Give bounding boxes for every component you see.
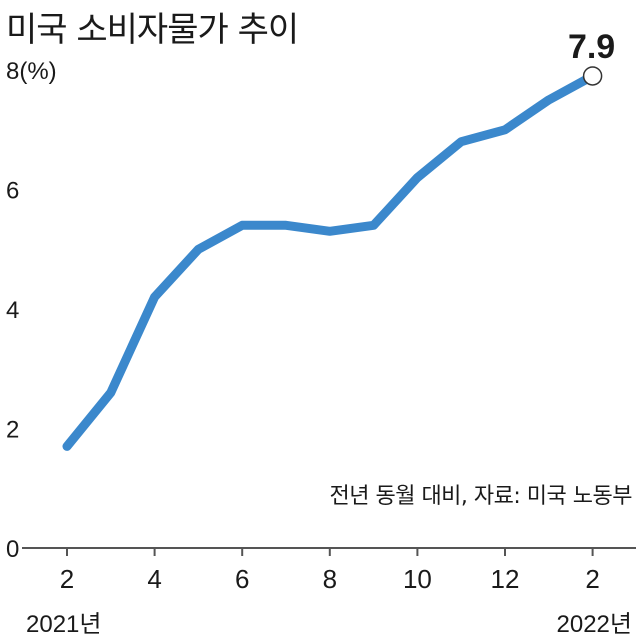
y-tick-label: 8(%) [6,58,57,85]
y-axis-labels: 0 2 4 6 8(%) [6,58,57,563]
year-label-end: 2022년 [557,611,632,638]
end-value-label: 7.9 [568,28,615,66]
series-line [62,71,598,451]
x-tick-label: 12 [491,564,520,594]
y-tick-label: 2 [6,417,19,444]
x-tick-label: 8 [323,564,337,594]
x-tick-label: 2 [585,564,599,594]
source-note: 전년 동월 대비, 자료: 미국 노동부 [329,484,633,509]
y-tick-label: 0 [6,536,19,563]
end-point-marker [582,66,603,86]
x-tick-label: 2 [60,564,74,594]
chart-title: 미국 소비자물가 추이 [6,10,299,50]
y-tick-label: 6 [6,178,19,205]
y-tick-label: 4 [6,297,19,324]
x-tick-label: 6 [235,564,249,594]
x-axis-labels: 2 4 6 8 10 12 2 [60,564,600,594]
year-label-start: 2021년 [26,611,101,638]
x-tick-label: 10 [403,564,432,594]
x-axis-ticks [66,548,594,556]
x-tick-label: 4 [147,564,161,594]
